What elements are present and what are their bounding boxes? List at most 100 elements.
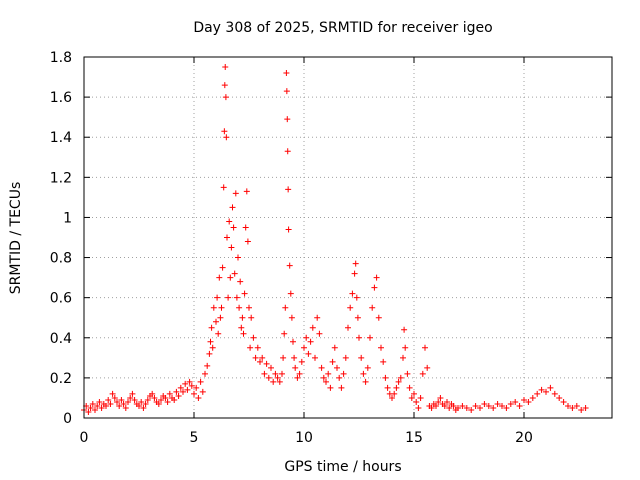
y-tick-label: 1 <box>63 210 72 226</box>
data-point <box>151 394 158 401</box>
data-point <box>122 404 129 411</box>
data-point <box>242 224 249 231</box>
data-point <box>107 400 114 407</box>
data-point <box>85 408 92 415</box>
data-point <box>393 384 400 391</box>
data-point <box>184 386 191 393</box>
data-point <box>280 354 287 361</box>
data-point <box>331 344 338 351</box>
x-tick-label: 20 <box>515 430 533 446</box>
data-point <box>400 354 406 361</box>
data-point <box>534 390 541 397</box>
y-tick-label: 1.6 <box>50 90 72 106</box>
data-point <box>261 370 268 377</box>
data-point <box>222 64 229 71</box>
data-point <box>227 274 234 281</box>
data-point <box>237 278 244 285</box>
data-point <box>404 370 411 377</box>
data-point <box>248 314 255 321</box>
data-point <box>525 398 532 405</box>
data-point <box>389 394 395 401</box>
data-point <box>499 402 505 409</box>
data-point <box>329 358 336 365</box>
data-point <box>92 406 98 413</box>
data-point <box>263 360 270 367</box>
data-point <box>244 238 251 245</box>
data-point <box>411 390 417 397</box>
data-point <box>138 398 145 405</box>
data-point <box>243 188 250 195</box>
y-tick-label: 0 <box>63 411 72 427</box>
data-point <box>320 374 327 381</box>
data-point <box>136 402 142 409</box>
data-point <box>175 392 182 399</box>
data-point <box>312 354 318 361</box>
data-point <box>240 330 247 337</box>
data-point <box>490 404 497 411</box>
data-point <box>406 384 413 391</box>
data-point <box>301 344 307 351</box>
data-point <box>188 382 195 389</box>
x-axis-label: GPS time / hours <box>284 459 401 475</box>
data-point <box>345 324 351 331</box>
data-point <box>225 294 232 301</box>
data-point <box>543 388 549 395</box>
data-point <box>283 70 290 77</box>
data-point <box>424 364 431 371</box>
data-point <box>284 148 291 155</box>
data-point <box>182 380 189 387</box>
data-point <box>307 338 314 345</box>
data-point <box>286 262 293 269</box>
data-point <box>446 404 453 411</box>
data-point <box>551 390 558 397</box>
data-point <box>336 374 343 381</box>
data-point <box>391 390 398 397</box>
data-point <box>433 402 439 409</box>
data-point <box>294 374 301 381</box>
data-point <box>140 404 147 411</box>
y-tick-label: 1.8 <box>50 50 72 66</box>
data-point <box>305 350 312 357</box>
data-point <box>314 314 321 321</box>
data-point <box>94 402 101 409</box>
data-point <box>291 354 298 361</box>
data-point <box>342 354 349 361</box>
data-point <box>265 374 272 381</box>
data-point <box>120 400 127 407</box>
data-point <box>158 396 164 403</box>
data-point <box>180 388 186 395</box>
data-point <box>231 270 238 277</box>
data-point <box>351 270 358 277</box>
data-point <box>173 388 180 395</box>
data-point <box>96 398 103 405</box>
data-point <box>538 386 545 393</box>
data-point <box>428 404 435 411</box>
plot-frame <box>83 56 613 419</box>
series-srmtid <box>81 64 589 415</box>
data-point <box>195 394 202 401</box>
data-point <box>230 224 237 231</box>
data-point <box>125 398 131 405</box>
data-point <box>287 290 294 297</box>
x-tick-label: 5 <box>190 430 199 446</box>
data-point <box>382 374 389 381</box>
data-point <box>578 406 585 413</box>
data-point <box>415 404 422 411</box>
data-point <box>142 400 149 407</box>
data-point <box>349 290 356 297</box>
data-point <box>221 128 228 135</box>
y-tick-label: 0.6 <box>50 291 72 307</box>
data-point <box>214 294 221 301</box>
data-point <box>347 304 354 311</box>
data-point <box>232 190 239 197</box>
data-point <box>238 324 245 331</box>
data-point <box>395 378 402 385</box>
data-point <box>89 400 96 407</box>
data-point <box>282 304 289 311</box>
data-point <box>270 378 277 385</box>
data-point <box>186 378 193 385</box>
data-point <box>323 378 329 385</box>
data-point <box>272 370 279 377</box>
data-point <box>105 396 112 403</box>
y-axis-label: SRMTID / TECUs <box>8 182 24 295</box>
